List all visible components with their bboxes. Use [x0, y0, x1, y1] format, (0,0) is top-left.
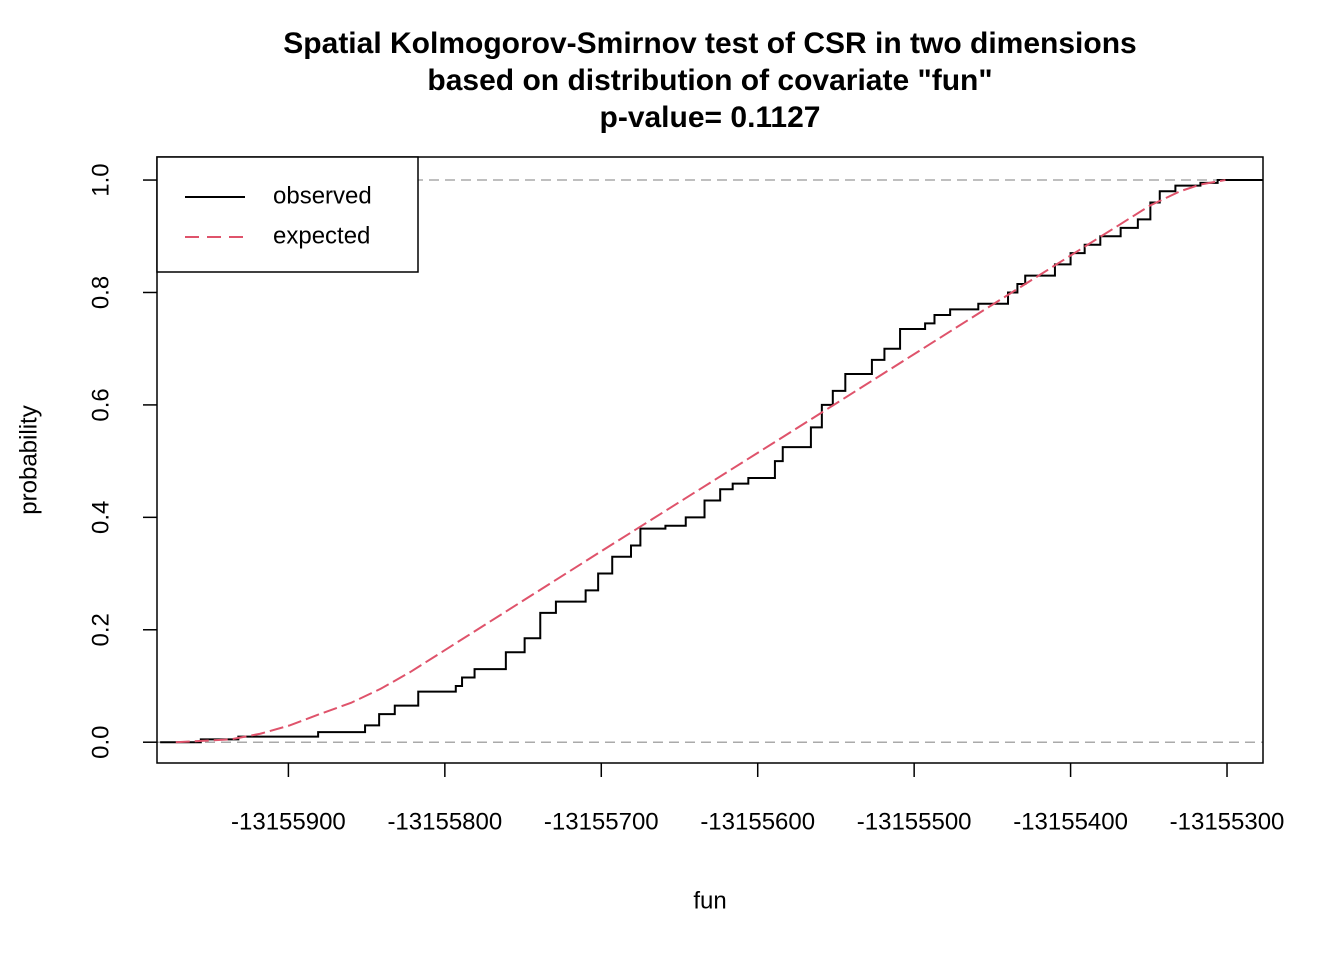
- x-tick-label: -13155400: [1013, 808, 1128, 835]
- y-tick-label: 0.4: [87, 501, 114, 534]
- y-tick-label: 1.0: [87, 163, 114, 196]
- y-tick-label: 0.0: [87, 726, 114, 759]
- chart-title: Spatial Kolmogorov-Smirnov test of CSR i…: [283, 27, 1136, 60]
- x-tick-label: -13155300: [1170, 808, 1285, 835]
- chart-subtitle: based on distribution of covariate "fun": [427, 64, 992, 97]
- y-axis-label: probability: [15, 405, 42, 514]
- y-tick-label: 0.2: [87, 613, 114, 646]
- plot-frame: [156, 156, 1264, 764]
- observed-line: [160, 179, 1263, 744]
- x-tick-label: -13155600: [700, 808, 815, 835]
- x-axis-label: fun: [693, 887, 726, 914]
- annotation: p-value= 0.1127: [600, 101, 821, 134]
- legend-box: [156, 156, 419, 273]
- x-tick-label: -13155700: [544, 808, 659, 835]
- expected-line: [175, 179, 1226, 744]
- y-tick-label: 0.6: [87, 388, 114, 421]
- x-tick-label: -13155800: [387, 808, 502, 835]
- legend-label: expected: [273, 222, 370, 249]
- y-tick-label: 0.8: [87, 276, 114, 309]
- x-tick-label: -13155500: [857, 808, 972, 835]
- legend-label: observed: [273, 182, 372, 209]
- x-tick-label: -13155900: [231, 808, 346, 835]
